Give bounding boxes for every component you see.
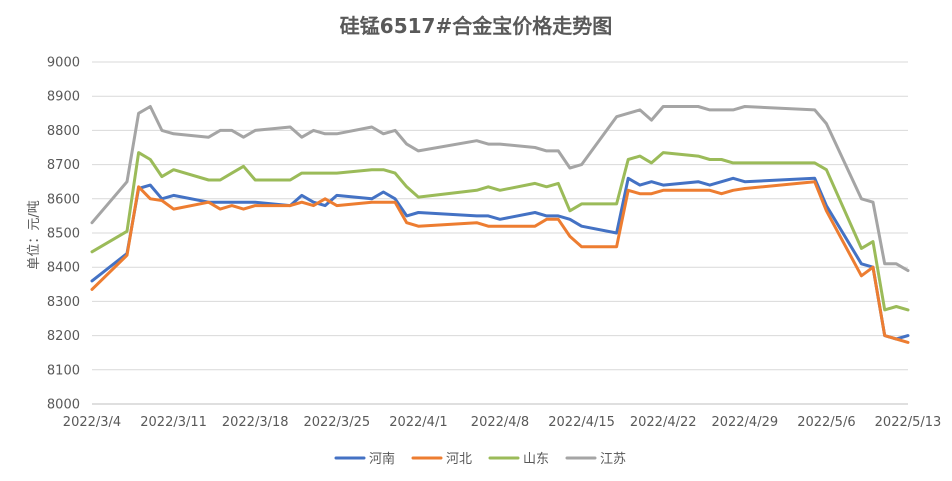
y-tick-label: 8400	[47, 261, 80, 276]
y-tick-label: 8100	[47, 363, 80, 378]
x-tick-label: 2022/4/29	[711, 415, 778, 430]
y-tick-label: 8700	[47, 158, 80, 173]
series-line-2	[90, 180, 910, 344]
y-tick-label: 8000	[47, 398, 80, 413]
legend-label: 山东	[523, 452, 549, 467]
legend: 河南 河北 山东 江苏	[334, 451, 626, 467]
y-axis-ticks: 8000 8100 8200 8300 8400 8500 8600 8700 8800 8900…	[47, 56, 80, 413]
x-tick-label: 2022/3/18	[222, 415, 289, 430]
x-tick-label: 2022/4/15	[548, 415, 615, 430]
y-tick-label: 8200	[47, 329, 80, 344]
y-tick-label: 8600	[47, 192, 80, 207]
x-tick-label: 2022/4/22	[630, 415, 697, 430]
legend-label: 河南	[369, 451, 395, 467]
y-axis-label: 单位：元/吨	[27, 200, 42, 269]
series-line-4	[90, 105, 910, 273]
chart-title: 硅锰6517#合金宝价格走势图	[340, 14, 612, 38]
legend-label: 江苏	[600, 451, 626, 467]
x-tick-label: 2022/4/1	[389, 415, 447, 430]
legend-label: 河北	[446, 452, 472, 467]
series-line-3	[90, 151, 910, 312]
y-tick-label: 8300	[47, 295, 80, 310]
x-tick-label: 2022/5/6	[797, 415, 855, 430]
x-tick-label: 2022/3/25	[303, 415, 370, 430]
y-tick-label: 8800	[47, 124, 80, 139]
y-tick-label: 9000	[47, 56, 80, 71]
x-tick-label: 2022/5/13	[875, 415, 942, 430]
x-axis-ticks: 2022/3/4 2022/3/11 2022/3/18 2022/3/25 2022/…	[63, 415, 942, 430]
series-lines	[90, 105, 910, 344]
grid-lines	[92, 61, 908, 405]
x-tick-label: 2022/4/8	[471, 415, 529, 430]
x-tick-label: 2022/3/4	[63, 415, 121, 430]
y-tick-label: 8900	[47, 90, 80, 105]
y-tick-label: 8500	[47, 227, 80, 242]
x-tick-label: 2022/3/11	[140, 415, 207, 430]
series-line-1	[90, 176, 910, 341]
